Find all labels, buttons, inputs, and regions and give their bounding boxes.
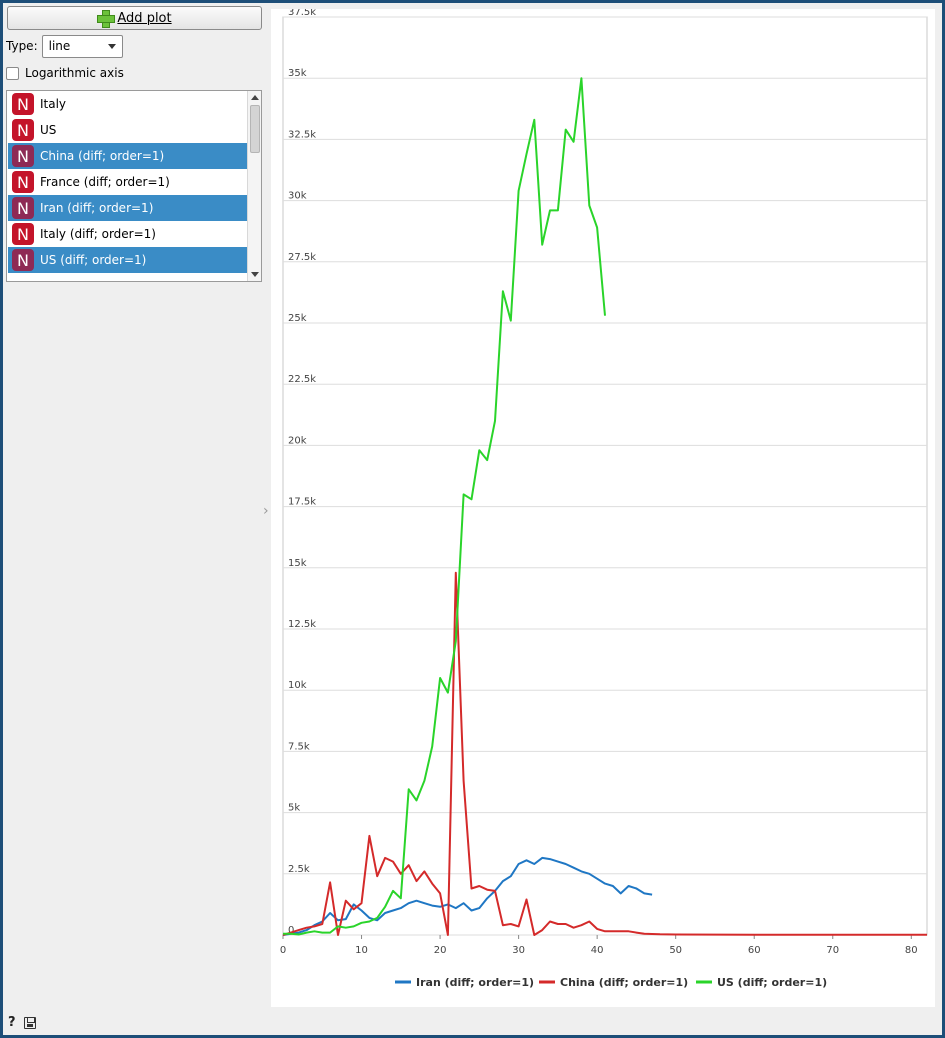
x-tick-label: 60 [748, 945, 761, 956]
x-tick-label: 30 [512, 945, 525, 956]
y-tick-label: 12.5k [288, 619, 316, 630]
x-tick-label: 80 [905, 945, 918, 956]
list-item-label: Italy (diff; order=1) [40, 227, 156, 241]
y-tick-label: 2.5k [288, 864, 310, 875]
y-tick-label: 15k [288, 558, 307, 569]
y-tick-label: 32.5k [288, 129, 316, 140]
plus-icon [97, 10, 116, 28]
numeric-series-icon: N [12, 249, 34, 271]
y-tick-label: 20k [288, 435, 307, 446]
plot-frame [282, 16, 928, 936]
list-item[interactable]: N US [8, 117, 247, 143]
y-tick-label: 25k [288, 313, 307, 324]
list-item-label: China (diff; order=1) [40, 149, 165, 163]
numeric-series-icon: N [12, 171, 34, 193]
numeric-series-icon: N [12, 119, 34, 141]
x-tick-label: 0 [280, 945, 286, 956]
y-tick-label: 37.5k [288, 9, 316, 18]
list-item-label: US (diff; order=1) [40, 253, 147, 267]
y-tick-label: 7.5k [288, 741, 310, 752]
numeric-series-icon: N [12, 145, 34, 167]
type-label: Type: [6, 39, 38, 53]
numeric-series-icon: N [12, 197, 34, 219]
y-tick-label: 17.5k [288, 497, 316, 508]
y-tick-label: 22.5k [288, 374, 316, 385]
y-tick-label: 10k [288, 680, 307, 691]
type-select-value: line [48, 39, 71, 53]
y-tick-label: 0 [288, 925, 294, 936]
legend-label: China (diff; order=1) [560, 976, 688, 989]
scroll-up-icon[interactable] [251, 95, 259, 100]
scroll-thumb[interactable] [250, 105, 260, 153]
list-scrollbar[interactable] [247, 91, 261, 281]
numeric-series-icon: N [12, 93, 34, 115]
list-item[interactable]: N Iran (diff; order=1) [8, 195, 247, 221]
x-tick-label: 70 [826, 945, 839, 956]
legend-label: US (diff; order=1) [717, 976, 827, 989]
list-item[interactable]: N Italy (diff; order=1) [8, 221, 247, 247]
list-item[interactable]: N France (diff; order=1) [8, 169, 247, 195]
series-line [283, 77, 606, 936]
list-item[interactable]: N US (diff; order=1) [8, 247, 247, 273]
help-icon[interactable]: ? [8, 1015, 16, 1030]
series-line [282, 856, 653, 936]
splitter-chevron-right-icon[interactable]: › [263, 503, 269, 519]
numeric-series-icon: N [12, 223, 34, 245]
y-tick-label: 30k [288, 191, 307, 202]
x-tick-label: 50 [669, 945, 682, 956]
list-item-label: US [40, 123, 57, 137]
series-line [282, 571, 927, 936]
type-row: Type: line [6, 34, 123, 58]
app-window: Add plot Type: line Logarithmic axis N It… [3, 3, 942, 1035]
y-tick-label: 27.5k [288, 252, 316, 263]
log-axis-row[interactable]: Logarithmic axis [6, 66, 124, 80]
list-item[interactable]: N China (diff; order=1) [8, 143, 247, 169]
y-tick-label: 5k [288, 803, 300, 814]
list-item[interactable]: N Italy [8, 91, 247, 117]
list-item-label: Iran (diff; order=1) [40, 201, 154, 215]
legend-label: Iran (diff; order=1) [416, 976, 534, 989]
chart-area: 0 2.5k 5k 7.5k 10k 12.5k 15k 17.5k 20k 22.5k 25k 27… [271, 9, 935, 1007]
list-item-label: Italy [40, 97, 67, 111]
save-icon[interactable] [23, 1016, 36, 1029]
add-plot-label: Add plot [117, 10, 172, 26]
type-select[interactable]: line [41, 34, 123, 58]
log-axis-checkbox[interactable] [6, 66, 19, 80]
line-chart: 0 2.5k 5k 7.5k 10k 12.5k 15k 17.5k 20k 22.5k 25k 27… [280, 9, 928, 989]
chevron-down-icon [107, 43, 116, 49]
x-tick-label: 20 [434, 945, 447, 956]
series-list[interactable]: N Italy N US N China (diff; order=1) N France (… [6, 90, 262, 282]
list-item-label: France (diff; order=1) [40, 175, 170, 189]
log-axis-label: Logarithmic axis [25, 66, 124, 80]
x-tick-label: 40 [591, 945, 604, 956]
add-plot-button[interactable]: Add plot [7, 6, 262, 30]
footer-toolbar: ? [8, 1015, 36, 1030]
y-tick-label: 35k [288, 68, 307, 79]
x-tick-label: 10 [355, 945, 368, 956]
scroll-down-icon[interactable] [251, 272, 259, 277]
